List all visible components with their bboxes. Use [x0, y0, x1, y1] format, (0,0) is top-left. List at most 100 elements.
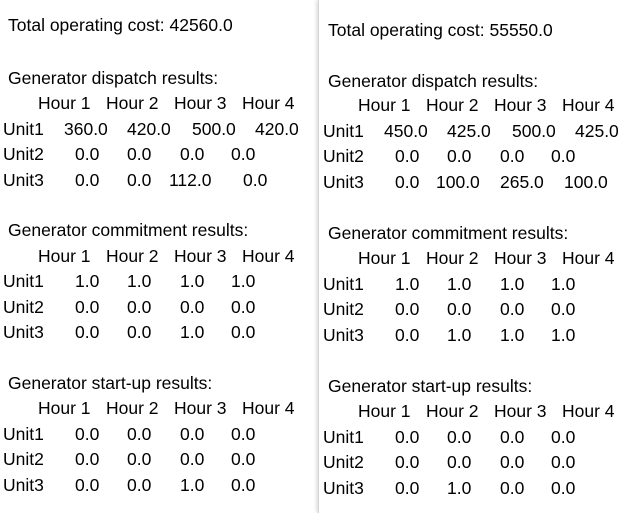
row-label: Unit1	[3, 119, 44, 139]
cell-value: 420.0	[127, 119, 171, 139]
cell-value: 0.0	[551, 452, 576, 472]
cell-value: 450.0	[384, 121, 428, 141]
cell-value: 0.0	[395, 172, 420, 192]
row-label: Unit3	[323, 325, 364, 345]
cell-value: 0.0	[551, 146, 576, 166]
cell-value: 1.0	[231, 271, 256, 291]
row-label: Unit1	[323, 274, 364, 294]
col-header: Hour 2	[106, 246, 159, 266]
total-operating-cost: Total operating cost: 42560.0	[8, 15, 233, 35]
cell-value: 1.0	[395, 274, 420, 294]
section-title-commitment: Generator commitment results:	[8, 220, 249, 240]
col-header: Hour 4	[562, 401, 615, 421]
cell-value: 0.0	[395, 146, 420, 166]
cell-value: 1.0	[75, 271, 100, 291]
col-header: Hour 2	[426, 401, 479, 421]
row-label: Unit3	[3, 322, 44, 342]
cell-value: 0.0	[180, 449, 205, 469]
cell-value: 0.0	[127, 322, 152, 342]
col-header: Hour 4	[562, 95, 615, 115]
row-label: Unit2	[3, 449, 44, 469]
section-title-commitment: Generator commitment results:	[328, 223, 569, 243]
cell-value: 1.0	[500, 274, 525, 294]
col-header: Hour 2	[426, 248, 479, 268]
col-header: Hour 3	[174, 398, 227, 418]
cell-value: 0.0	[180, 424, 205, 444]
cell-value: 0.0	[447, 146, 472, 166]
cell-value: 1.0	[127, 271, 152, 291]
col-header: Hour 2	[106, 398, 159, 418]
cell-value: 0.0	[180, 297, 205, 317]
cell-value: 0.0	[75, 322, 100, 342]
row-label: Unit2	[323, 452, 364, 472]
cell-value: 500.0	[192, 119, 236, 139]
cell-value: 0.0	[231, 297, 256, 317]
row-label: Unit3	[323, 478, 364, 498]
cell-value: 100.0	[564, 172, 608, 192]
cell-value: 0.0	[500, 146, 525, 166]
cell-value: 1.0	[180, 271, 205, 291]
cell-value: 0.0	[243, 170, 268, 190]
section-title-dispatch: Generator dispatch results:	[328, 71, 539, 91]
col-header: Hour 3	[494, 248, 547, 268]
col-header: Hour 2	[426, 95, 479, 115]
cell-value: 0.0	[551, 427, 576, 447]
section-title-startup: Generator start-up results:	[8, 373, 213, 393]
cell-value: 0.0	[395, 325, 420, 345]
cell-value: 1.0	[500, 325, 525, 345]
col-header: Hour 4	[242, 398, 295, 418]
col-header: Hour 1	[38, 398, 91, 418]
cell-value: 0.0	[500, 299, 525, 319]
cell-value: 0.0	[231, 144, 256, 164]
total-operating-cost: Total operating cost: 55550.0	[328, 20, 553, 40]
cell-value: 100.0	[436, 172, 480, 192]
row-label: Unit2	[323, 299, 364, 319]
cell-value: 425.0	[575, 121, 619, 141]
cell-value: 1.0	[447, 325, 472, 345]
cell-value: 0.0	[447, 427, 472, 447]
cell-value: 1.0	[180, 322, 205, 342]
col-header: Hour 4	[242, 93, 295, 113]
row-label: Unit3	[323, 172, 364, 192]
cell-value: 0.0	[75, 170, 100, 190]
cell-value: 0.0	[395, 478, 420, 498]
col-header: Hour 4	[562, 248, 615, 268]
results-panel-left: Total operating cost: 42560.0 Generator …	[0, 0, 318, 513]
col-header: Hour 3	[494, 401, 547, 421]
cell-value: 0.0	[500, 427, 525, 447]
cell-value: 0.0	[447, 452, 472, 472]
row-label: Unit3	[3, 475, 44, 495]
cell-value: 500.0	[512, 121, 556, 141]
cell-value: 0.0	[231, 449, 256, 469]
row-label: Unit3	[3, 170, 44, 190]
cell-value: 0.0	[127, 170, 152, 190]
row-label: Unit2	[3, 144, 44, 164]
cell-value: 425.0	[447, 121, 491, 141]
cell-value: 0.0	[395, 299, 420, 319]
col-header: Hour 2	[106, 93, 159, 113]
cell-value: 1.0	[551, 325, 576, 345]
cell-value: 0.0	[127, 297, 152, 317]
row-label: Unit2	[323, 146, 364, 166]
row-label: Unit1	[3, 424, 44, 444]
results-panel-right: Total operating cost: 55550.0 Generator …	[318, 0, 641, 513]
cell-value: 0.0	[551, 299, 576, 319]
cell-value: 0.0	[75, 424, 100, 444]
cell-value: 1.0	[180, 475, 205, 495]
col-header: Hour 3	[174, 93, 227, 113]
row-label: Unit1	[323, 427, 364, 447]
col-header: Hour 1	[358, 95, 411, 115]
cell-value: 0.0	[231, 475, 256, 495]
cell-value: 0.0	[127, 144, 152, 164]
cell-value: 0.0	[180, 144, 205, 164]
col-header: Hour 4	[242, 246, 295, 266]
cell-value: 0.0	[75, 297, 100, 317]
cell-value: 0.0	[231, 424, 256, 444]
section-title-startup: Generator start-up results:	[328, 376, 533, 396]
cell-value: 0.0	[127, 424, 152, 444]
col-header: Hour 1	[38, 246, 91, 266]
row-label: Unit2	[3, 297, 44, 317]
cell-value: 0.0	[395, 427, 420, 447]
cell-value: 0.0	[75, 449, 100, 469]
cell-value: 0.0	[500, 478, 525, 498]
